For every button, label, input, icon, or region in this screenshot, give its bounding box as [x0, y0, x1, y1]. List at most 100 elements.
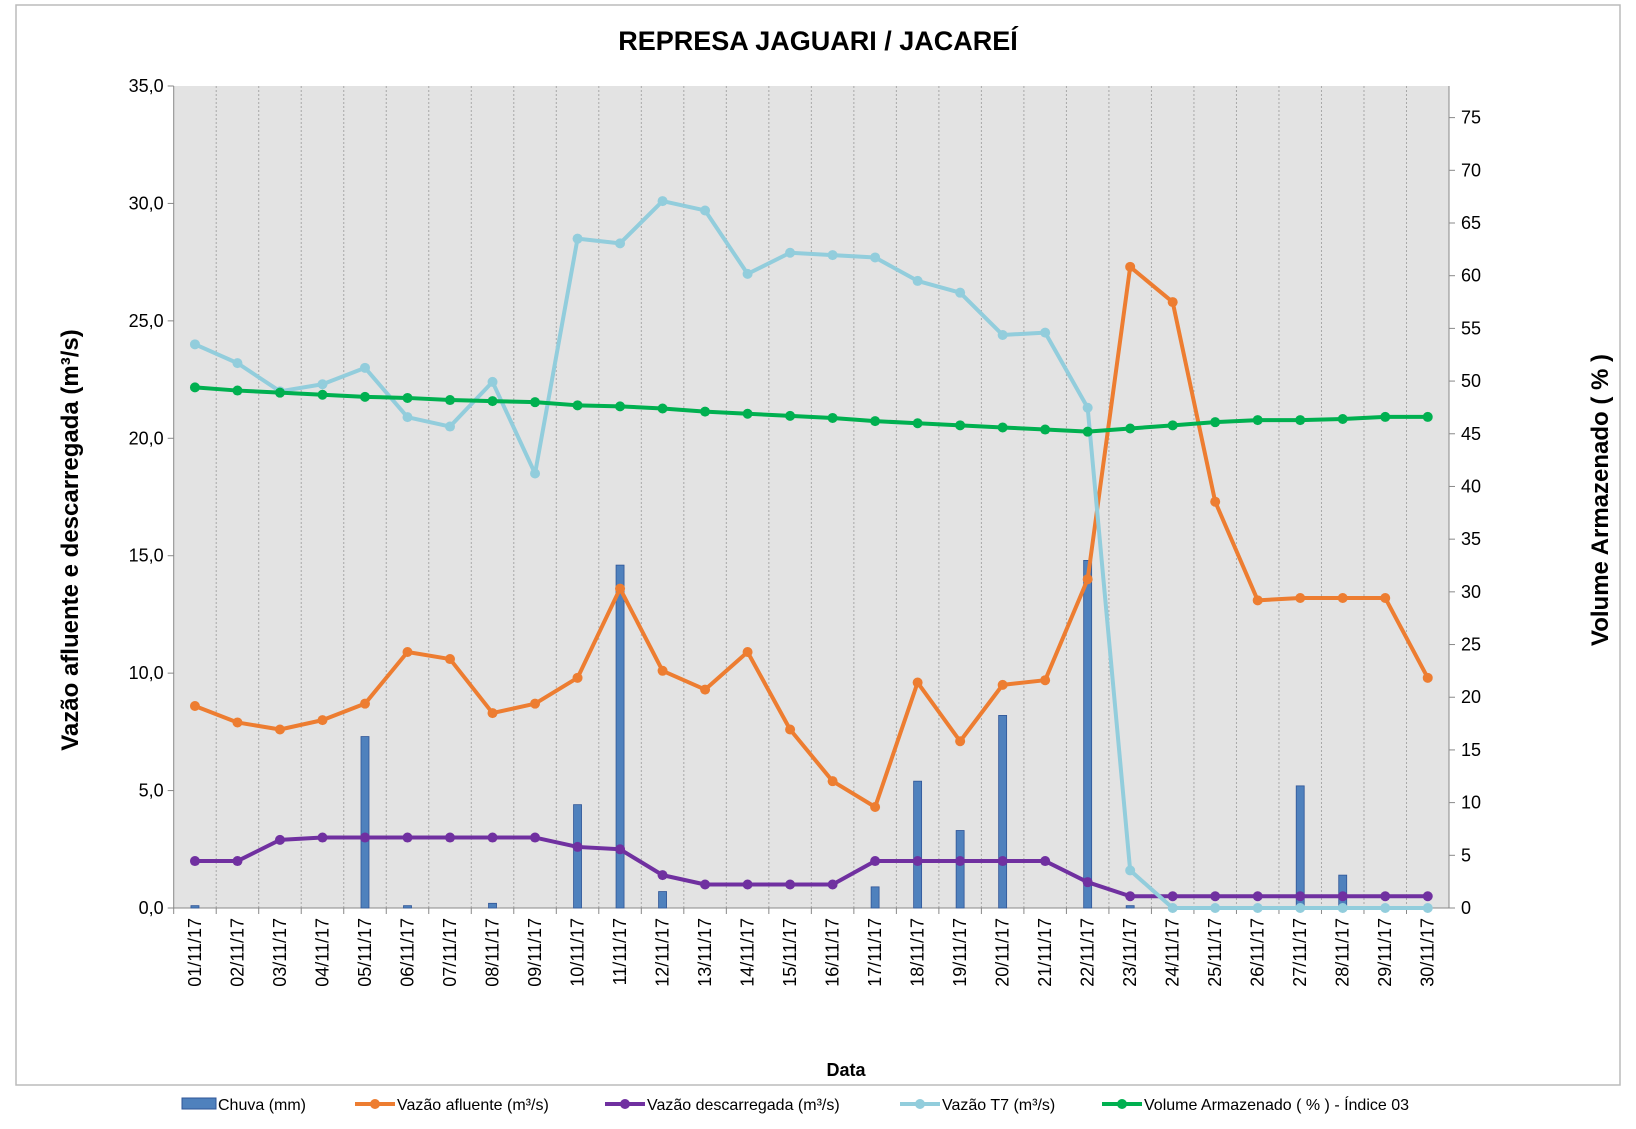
y2-tick-label: 25	[1461, 635, 1481, 655]
bar	[1125, 905, 1135, 909]
x-axis-label: Data	[826, 1060, 866, 1080]
marker	[997, 422, 1008, 433]
x-tick-label: 19/11/17	[950, 918, 970, 987]
marker	[955, 856, 966, 867]
y-tick-label: 30,0	[129, 193, 164, 213]
marker	[317, 832, 328, 843]
bar	[998, 715, 1008, 909]
marker	[742, 268, 753, 279]
marker	[1210, 417, 1221, 428]
marker	[657, 870, 668, 881]
marker	[1380, 592, 1391, 603]
marker	[742, 647, 753, 658]
marker	[1252, 595, 1263, 606]
line	[194, 385, 1428, 434]
bar	[403, 905, 412, 909]
marker	[1422, 891, 1433, 902]
marker	[445, 421, 456, 432]
marker	[615, 583, 626, 594]
marker	[1210, 891, 1221, 902]
marker	[1040, 675, 1051, 686]
x-tick-label: 06/11/17	[398, 918, 418, 987]
marker	[657, 665, 668, 676]
bar	[360, 736, 370, 909]
marker	[827, 776, 838, 787]
marker	[1082, 574, 1093, 585]
marker	[402, 412, 413, 423]
marker	[1082, 877, 1093, 888]
marker	[232, 856, 243, 867]
x-tick-label: 13/11/17	[695, 918, 715, 987]
x-tick-label: 01/11/17	[185, 918, 205, 987]
marker	[487, 832, 498, 843]
y-tick-label: 0,0	[139, 898, 164, 918]
y-tick-label: 20,0	[129, 428, 164, 448]
marker	[657, 403, 668, 414]
marker	[1422, 672, 1433, 683]
marker	[955, 736, 966, 747]
marker	[827, 250, 838, 261]
marker	[1295, 592, 1306, 603]
marker	[1295, 415, 1306, 426]
marker	[1380, 891, 1391, 902]
marker	[1337, 891, 1348, 902]
marker	[870, 802, 881, 813]
marker	[912, 275, 923, 286]
marker	[1167, 903, 1178, 913]
marker	[359, 391, 370, 402]
legend-marker	[620, 1099, 630, 1109]
marker	[317, 715, 328, 726]
marker	[487, 376, 498, 387]
marker	[1422, 903, 1433, 913]
marker	[1252, 415, 1263, 426]
x-tick-label: 03/11/17	[270, 918, 290, 987]
y2-tick-label: 60	[1461, 266, 1481, 286]
marker	[359, 832, 370, 843]
marker	[1210, 903, 1221, 913]
bar	[1083, 560, 1093, 909]
marker	[232, 717, 243, 728]
marker	[742, 879, 753, 890]
marker	[189, 382, 200, 393]
marker	[1125, 423, 1136, 434]
x-tick-label: 28/11/17	[1333, 918, 1353, 987]
x-tick-label: 22/11/17	[1078, 918, 1098, 987]
marker	[997, 679, 1008, 690]
marker	[955, 420, 966, 431]
marker	[1337, 903, 1348, 913]
marker	[700, 205, 711, 216]
x-tick-label: 16/11/17	[823, 918, 843, 987]
marker	[402, 392, 413, 403]
x-tick-label: 21/11/17	[1035, 918, 1055, 987]
marker	[189, 701, 200, 712]
marker	[785, 410, 796, 421]
marker	[1337, 414, 1348, 425]
x-tick-label: 25/11/17	[1205, 918, 1225, 987]
marker	[1422, 411, 1433, 422]
bar	[913, 780, 923, 909]
bar	[615, 564, 625, 909]
marker	[1380, 903, 1391, 913]
marker	[487, 708, 498, 719]
y-tick-label: 10,0	[129, 663, 164, 683]
marker	[572, 672, 583, 683]
marker	[1125, 261, 1136, 272]
chart-title: REPRESA JAGUARI / JACAREÍ	[618, 25, 1019, 56]
legend-label: Volume Armazenado ( % ) - Índice 03	[1144, 1095, 1409, 1114]
line	[194, 264, 1430, 810]
marker	[530, 832, 541, 843]
marker	[359, 698, 370, 709]
marker	[1082, 402, 1093, 413]
x-tick-label: 11/11/17	[610, 918, 630, 985]
legend-label: Vazão descarregada (m³/s)	[647, 1097, 840, 1114]
bar	[955, 830, 965, 909]
x-tick-label: 08/11/17	[483, 918, 503, 987]
marker	[402, 647, 413, 658]
y2-tick-label: 15	[1461, 740, 1481, 760]
marker	[572, 400, 583, 411]
marker	[1380, 411, 1391, 422]
y2-tick-label: 40	[1461, 476, 1481, 496]
legend-marker	[915, 1099, 925, 1109]
marker	[572, 841, 583, 852]
